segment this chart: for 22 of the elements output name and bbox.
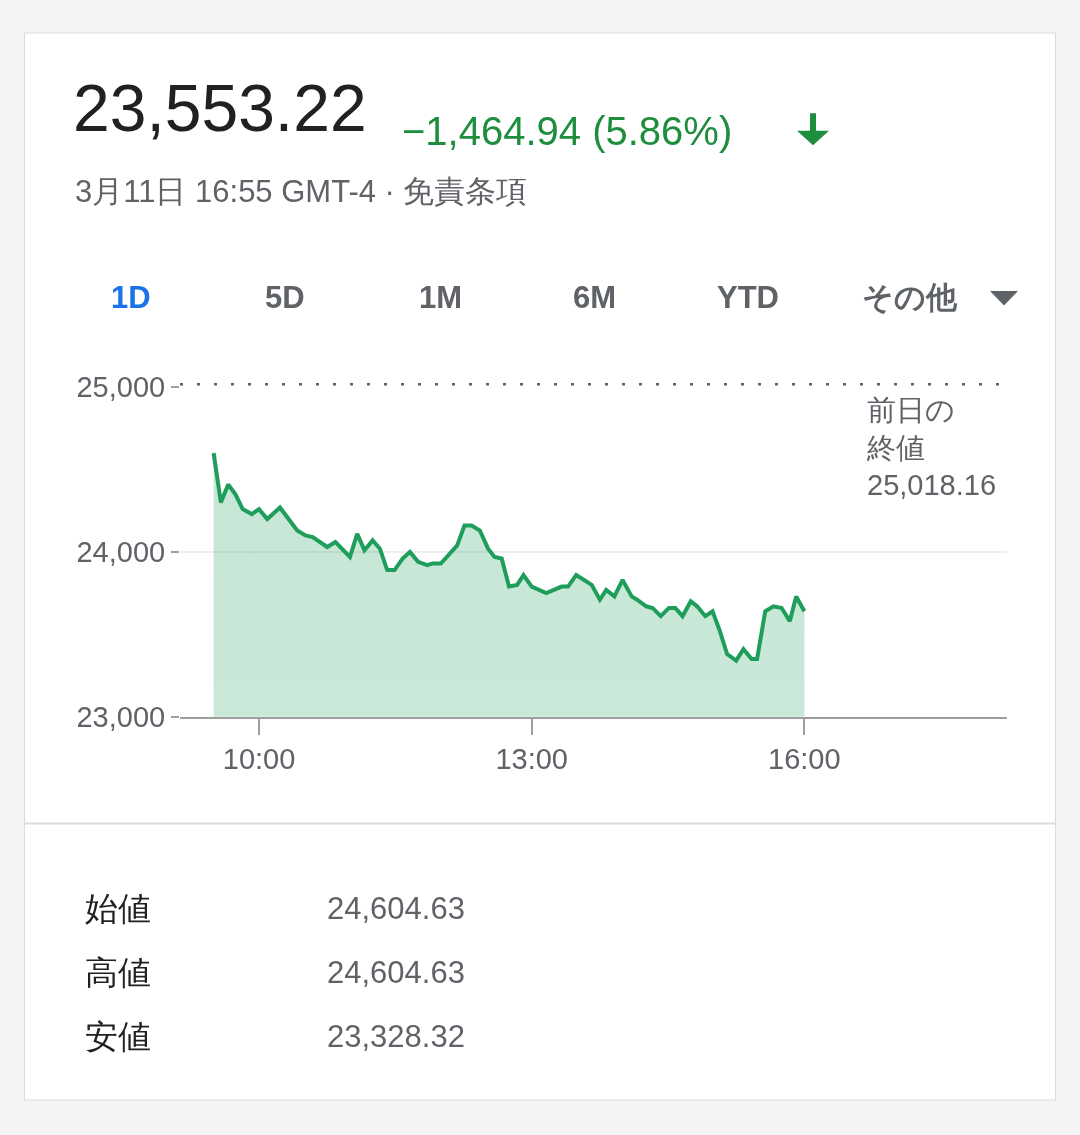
text: 24,604.63 [327,891,465,926]
x-tick-label: 13:00 [495,743,568,776]
y-tick-label: 25,000 [76,371,166,404]
text: 1D [111,280,151,315]
text: 5D [265,280,305,315]
text: 6M [573,280,617,315]
text: YTD [717,280,779,315]
chart-title: 23,553.22 [73,71,367,146]
text: 23,328.32 [327,1019,465,1054]
text: 高値 [85,954,151,991]
y-tick-label: 24,000 [76,536,166,569]
text: 安値 [85,1018,151,1055]
y-tick-label: 23,000 [76,700,166,733]
text: その他 [862,280,958,315]
text: 24,604.63 [327,955,465,990]
x-tick-label: 10:00 [222,743,296,776]
ref-line-label: 前日の終値 25,018.16 [866,394,997,502]
text: 始値 [85,890,151,927]
chart-subtitle: 3月11日 16:55 GMT-4 · 免責条項 [75,174,528,209]
text: −1,464.94 (5.86%) [402,109,733,153]
text: 1M [419,280,463,315]
x-tick-label: 16:00 [768,743,841,776]
